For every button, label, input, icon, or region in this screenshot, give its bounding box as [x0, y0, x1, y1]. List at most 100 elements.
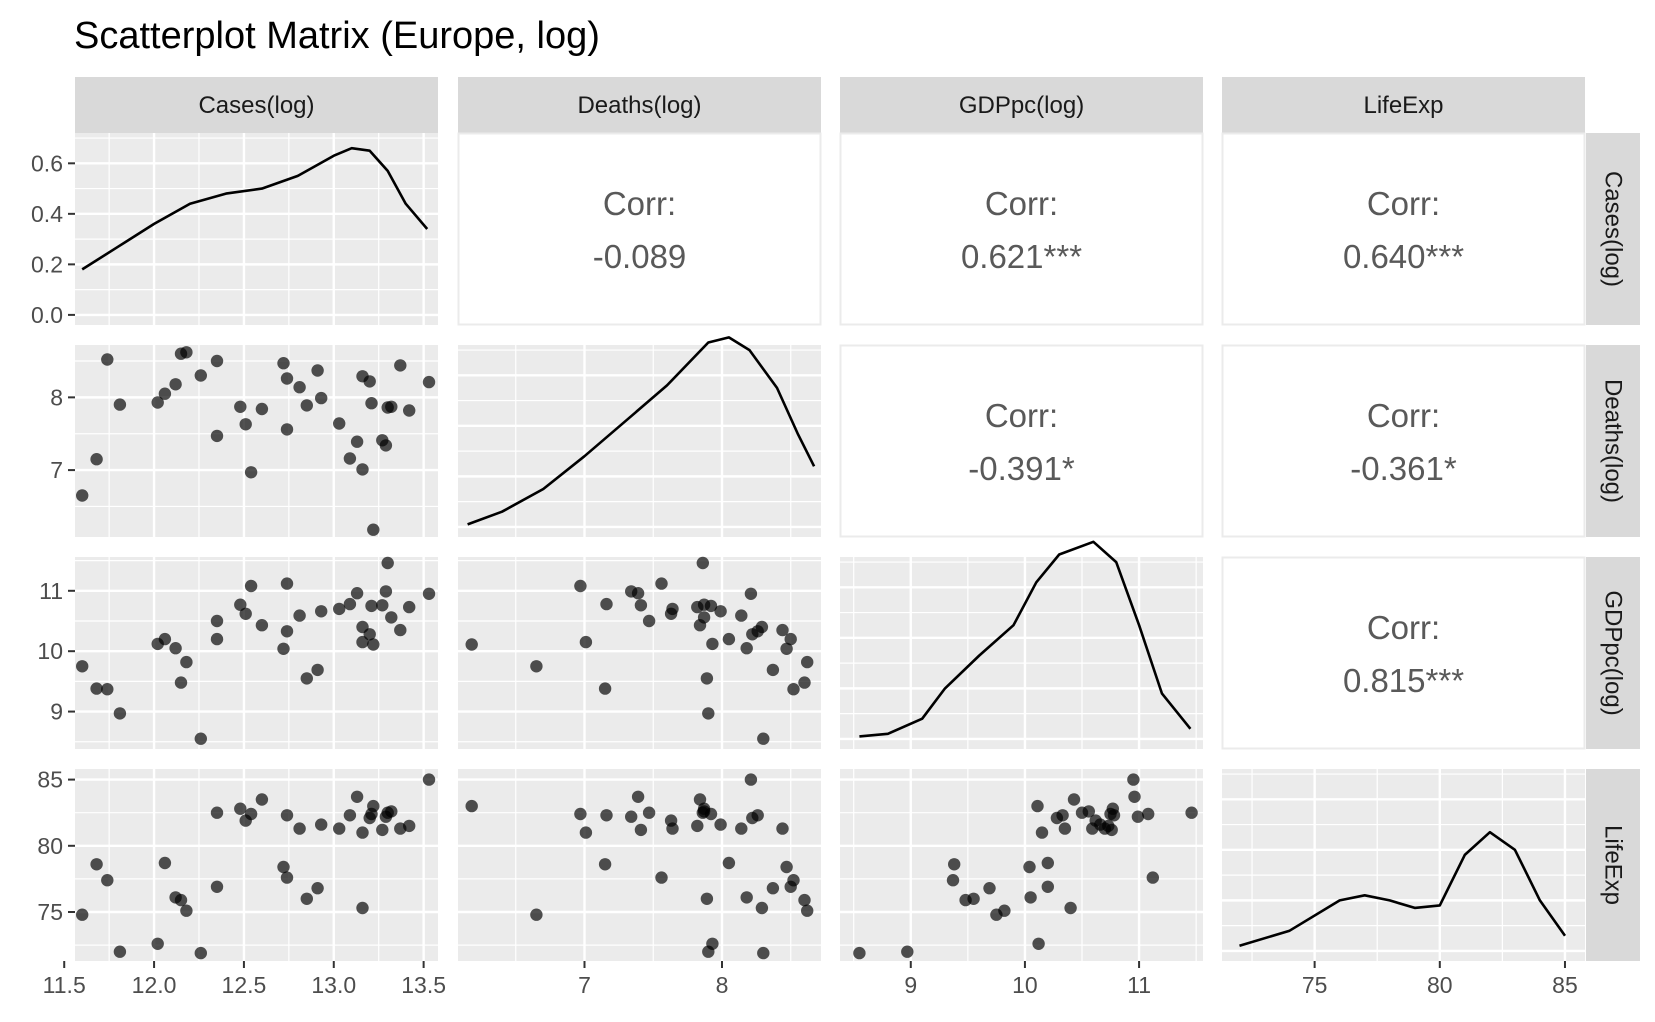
correlation-value: 0.815***: [1343, 662, 1464, 699]
data-point: [700, 672, 714, 685]
data-point: [1127, 773, 1140, 786]
data-point: [465, 638, 478, 651]
row-strip: [1586, 769, 1640, 961]
data-point: [300, 399, 313, 412]
data-point: [239, 607, 252, 620]
data-point: [780, 642, 793, 655]
data-point: [744, 773, 758, 786]
data-point: [280, 625, 294, 638]
data-point: [574, 807, 587, 821]
data-point: [356, 463, 369, 476]
data-point: [666, 602, 679, 616]
panel-1-3: Corr: -0.361*: [1221, 344, 1586, 538]
data-point: [210, 806, 224, 819]
data-point: [598, 682, 612, 695]
data-point: [90, 858, 103, 871]
data-point: [210, 614, 224, 628]
column-strip: [75, 77, 438, 133]
data-point: [722, 632, 736, 646]
density-curve: [1239, 830, 1567, 948]
data-point: [598, 858, 612, 871]
density-curve: [467, 336, 816, 526]
panel-3-0: [75, 769, 438, 961]
data-point: [1142, 807, 1155, 821]
data-point: [343, 809, 357, 822]
data-point: [702, 707, 715, 720]
data-point: [422, 375, 436, 389]
data-point: [704, 599, 718, 613]
data-point: [315, 391, 328, 405]
data-point: [1064, 901, 1077, 915]
y-tick-label: 80: [37, 833, 63, 859]
data-point: [1035, 826, 1049, 839]
data-point: [1041, 880, 1055, 893]
data-point: [746, 811, 759, 825]
scatter-panel-bg: [458, 557, 821, 749]
panel-3-1: [458, 769, 821, 961]
data-point: [798, 676, 811, 689]
data-point: [158, 856, 172, 870]
data-point: [356, 635, 369, 649]
data-point: [101, 874, 114, 887]
data-point: [234, 598, 247, 611]
x-tick-label: 85: [1552, 972, 1578, 998]
data-point: [379, 585, 393, 598]
data-point: [706, 937, 719, 950]
panel-0-0: [75, 133, 438, 325]
data-point: [735, 609, 748, 622]
data-point: [343, 597, 357, 611]
row-strip-label: Cases(log): [1600, 171, 1627, 287]
data-point: [244, 579, 258, 593]
x-tick-label: 12.0: [132, 972, 177, 998]
data-point: [1067, 793, 1081, 806]
x-tick-label: 80: [1427, 972, 1453, 998]
y-tick-label: 0.0: [31, 302, 63, 328]
data-point: [530, 660, 543, 673]
data-point: [300, 672, 313, 685]
data-point: [194, 369, 207, 382]
data-point: [579, 826, 593, 839]
density-panel-bg: [840, 557, 1203, 749]
data-point: [666, 822, 679, 835]
correlation-panel: [1221, 344, 1586, 538]
x-tick-label: 10: [1012, 972, 1038, 998]
data-point: [385, 611, 398, 624]
data-point: [315, 605, 328, 618]
data-point: [600, 809, 613, 822]
data-point: [530, 908, 543, 921]
data-point: [631, 790, 645, 803]
data-point: [333, 417, 346, 430]
data-point: [642, 614, 656, 628]
column-strip-label: GDPpc(log): [959, 92, 1084, 119]
row-strip-label: GDPpc(log): [1600, 590, 1627, 715]
data-point: [280, 372, 294, 385]
data-point: [210, 632, 224, 646]
data-point: [740, 642, 753, 655]
data-point: [967, 892, 980, 905]
data-point: [766, 663, 780, 677]
row-strip-label: LifeExp: [1600, 825, 1627, 905]
data-point: [293, 381, 306, 394]
panel-2-2: [840, 540, 1203, 749]
data-point: [634, 599, 648, 612]
data-point: [280, 871, 294, 884]
data-point: [625, 810, 638, 823]
data-point: [180, 346, 193, 359]
data-point: [655, 871, 668, 884]
data-point: [579, 635, 593, 649]
correlation-label: Corr:: [1367, 609, 1440, 646]
data-point: [655, 577, 668, 590]
row-strip: [1586, 133, 1640, 325]
x-tick-label: 8: [716, 972, 729, 998]
panel-0-3: Corr: 0.640***: [1221, 132, 1586, 326]
data-point: [365, 397, 378, 410]
data-point: [376, 823, 389, 837]
data-point: [255, 793, 269, 806]
data-point: [700, 892, 714, 905]
data-point: [169, 378, 182, 391]
data-point: [1131, 810, 1145, 823]
data-point: [367, 799, 380, 813]
data-point: [642, 806, 656, 819]
data-point: [1146, 871, 1160, 884]
